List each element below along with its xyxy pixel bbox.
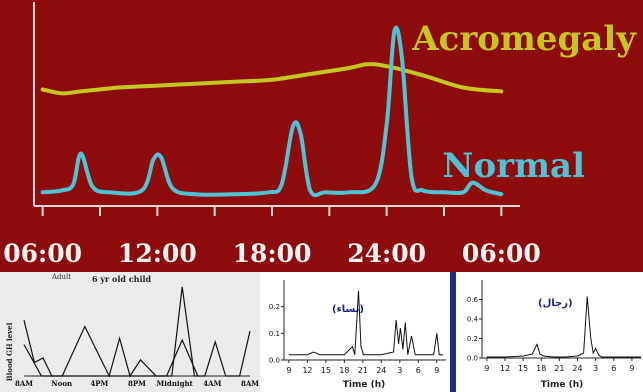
panel1-x-tick-label: Midnight: [157, 379, 194, 388]
panel2-xlabel: Time (h): [343, 380, 385, 390]
panel3-title: (رجال): [538, 298, 573, 309]
panel2-y-tick-label: 0.0: [269, 357, 280, 365]
panel1-x-tick-label: 4AM: [203, 379, 221, 388]
panel3-x-tick-label: 18: [536, 364, 546, 373]
panel3-y-tick-label: 0.0: [467, 355, 478, 363]
panel1-x-tick-label: 4PM: [90, 379, 108, 388]
chart-background: [0, 0, 643, 272]
panel3-x-tick-label: 12: [500, 364, 510, 373]
panel1-ylabel: Blood GH level: [5, 322, 14, 381]
x-tick-label: 06:00: [462, 239, 541, 268]
panel-divider: [450, 272, 456, 392]
panel3-y-tick-label: 0.2: [467, 335, 478, 343]
panel3-x-tick-label: 24: [572, 364, 582, 373]
panel2-x-tick-label: 21: [358, 366, 368, 375]
panel3-x-tick-label: 6: [611, 364, 616, 373]
panel3-x-tick-label: 21: [554, 364, 564, 373]
series-line-normal: [40, 25, 504, 198]
panel2-y-tick-label: 0.1: [269, 330, 280, 338]
x-tick-label: 24:00: [347, 239, 426, 268]
panel1-x-tick-label: Noon: [51, 379, 72, 388]
panel1-x-tick-label: 8AM: [15, 379, 33, 388]
main-gh-chart: 06:00 12:00 18:00 24:00 06:00 Acromegaly Norm…: [0, 0, 643, 272]
panel3-x-tick-label: 3: [593, 364, 598, 373]
panel3-x-tick-label: 15: [518, 364, 528, 373]
panel3-y-tick-label: 0.6: [467, 296, 479, 304]
panel1-x-tick-label: 8PM: [128, 379, 146, 388]
panel2-x-tick-label: 24: [376, 366, 386, 375]
series-label-acromegaly: Acromegaly: [411, 19, 637, 59]
panel1-title: 6 yr old child: [92, 274, 152, 284]
panel-gh-men: (رجال) Time (h) 9 12 15 18 21 24 3 6 9 0.0 0.2 0.4 0…: [456, 272, 643, 392]
panel2-x-tick-label: 9: [434, 366, 439, 375]
x-tick-label: 12:00: [118, 239, 197, 268]
panel2-x-tick-label: 6: [416, 366, 421, 375]
panel3-y-tick-label: 0.4: [467, 316, 479, 324]
panel3-x-tick-label: 9: [629, 364, 634, 373]
panel-gh-women: (نساء) Time (h) 9 12 15 18 21 24 3 6 9 0.0 0.1 0.2: [260, 272, 450, 392]
panel2-x-tick-label: 3: [397, 366, 402, 375]
panel1-subtitle: Adult: [51, 273, 71, 281]
panel1-series-line: [23, 338, 199, 377]
panel2-x-tick-label: 15: [321, 366, 331, 375]
x-tick-label: 06:00: [3, 239, 82, 268]
panel-gh-profile-day: Adult 6 yr old child Blood GH level 8AM N…: [0, 272, 260, 392]
panel3-series-line: [486, 296, 641, 358]
panel1-x-tick-label: 8AM: [241, 379, 259, 388]
series-line-acromegaly: [40, 62, 504, 96]
series-label-normal: Normal: [442, 146, 585, 186]
panel2-x-tick-label: 18: [339, 366, 349, 375]
panel2-y-tick-label: 0.2: [269, 303, 280, 311]
panel2-title: (نساء): [332, 304, 364, 315]
panel3-x-tick-label: 9: [484, 364, 489, 373]
panel2-x-tick-label: 9: [286, 366, 291, 375]
x-tick-label: 18:00: [233, 239, 312, 268]
panel2-series-line: [288, 290, 443, 356]
panel3-xlabel: Time (h): [541, 380, 583, 390]
panel2-x-tick-label: 12: [302, 366, 312, 375]
